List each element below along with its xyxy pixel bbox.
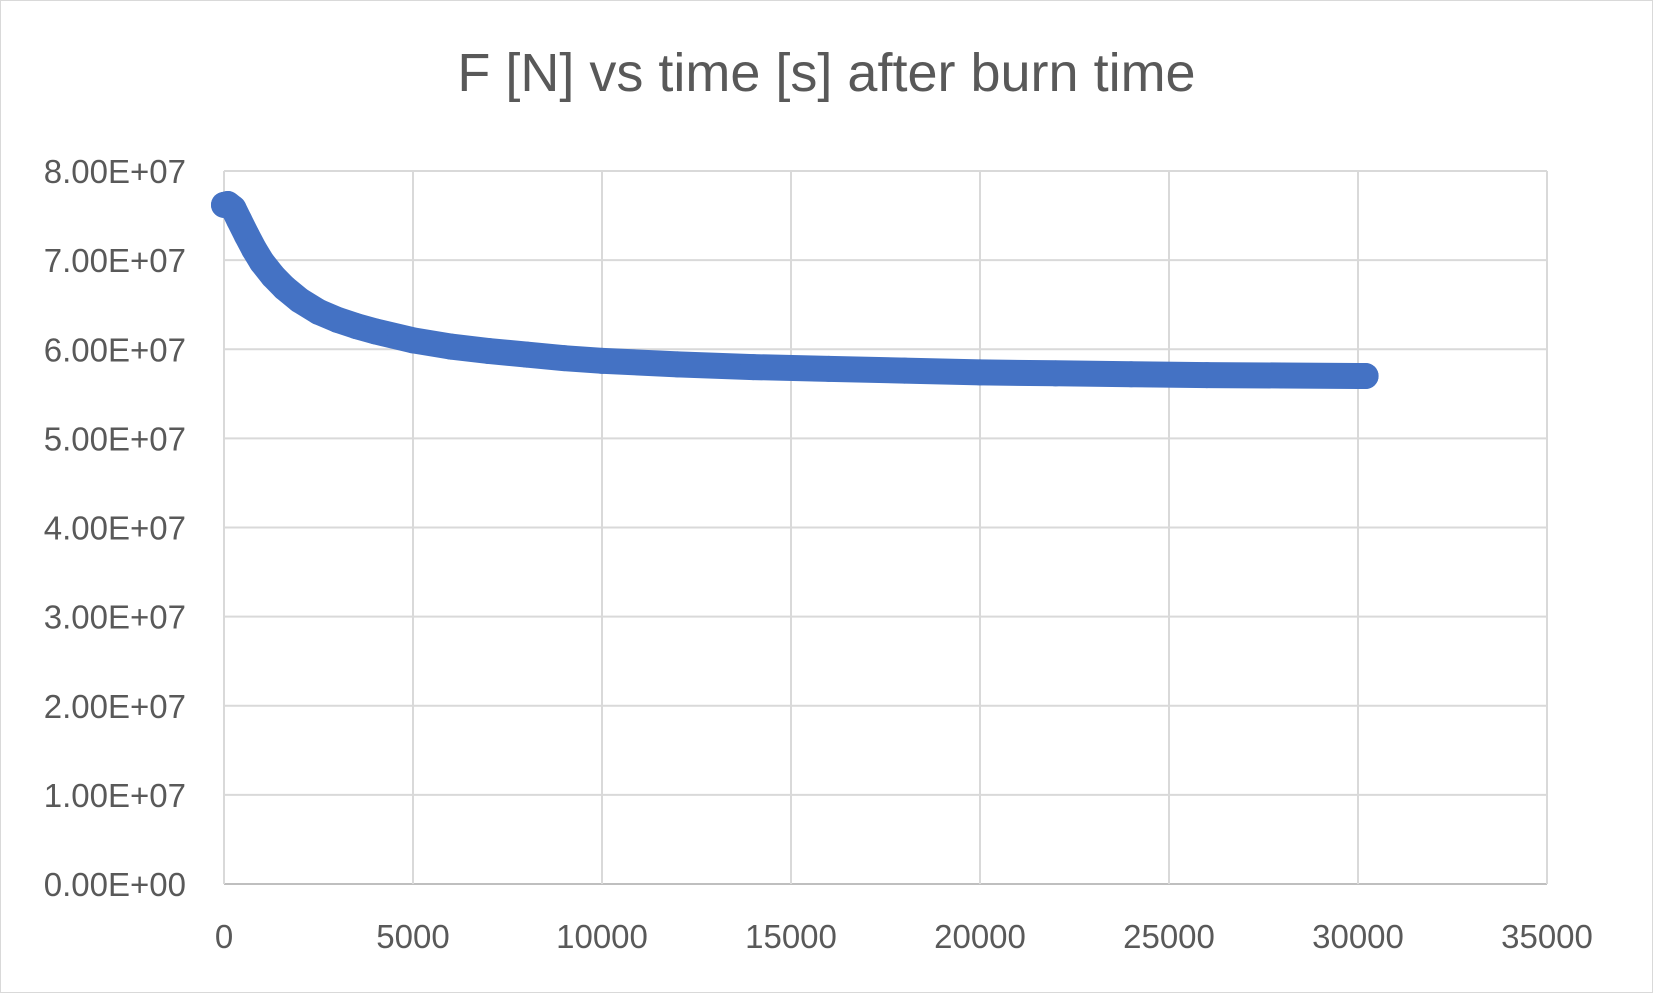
x-tick-label: 10000 [556, 918, 648, 955]
x-tick-label: 30000 [1312, 918, 1404, 955]
data-point [1193, 362, 1220, 389]
data-point [362, 318, 389, 345]
data-point [815, 355, 842, 382]
y-gridlines [224, 170, 1547, 885]
y-tick-label: 8.00E+07 [44, 153, 186, 190]
y-tick-label: 5.00E+07 [44, 420, 186, 457]
x-tick-label: 20000 [934, 918, 1026, 955]
data-point [551, 345, 578, 372]
y-tick-label: 1.00E+07 [44, 777, 186, 814]
chart-title: F [N] vs time [s] after burn time [457, 43, 1196, 103]
data-point [513, 341, 540, 368]
data-point [664, 351, 691, 378]
y-axis-tick-labels: 0.00E+00 1.00E+07 2.00E+07 3.00E+07 4.00E+07… [44, 153, 186, 903]
x-gridlines [223, 171, 1548, 884]
data-point [1352, 362, 1379, 389]
y-tick-label: 6.00E+07 [44, 331, 186, 368]
data-point [589, 347, 615, 374]
y-tick-label: 2.00E+07 [44, 688, 186, 725]
data-point [286, 287, 313, 314]
y-tick-label: 7.00E+07 [44, 242, 186, 279]
data-series [211, 190, 1379, 389]
x-tick-label: 25000 [1123, 918, 1215, 955]
data-point [891, 357, 918, 384]
x-axis-tick-labels: 0 5000 10000 15000 20000 25000 30000 35000 [215, 918, 1593, 955]
y-tick-label: 4.00E+07 [44, 510, 186, 547]
data-point [1269, 362, 1296, 389]
data-point [1042, 360, 1069, 387]
data-point [400, 327, 426, 354]
data-point [1118, 361, 1145, 388]
x-tick-label: 35000 [1501, 918, 1593, 955]
data-point [437, 333, 464, 360]
x-tick-label: 5000 [376, 918, 449, 955]
x-tick-label: 15000 [745, 918, 837, 955]
y-tick-label: 3.00E+07 [44, 599, 186, 636]
data-point [740, 354, 767, 381]
x-tick-label: 0 [215, 918, 233, 955]
data-point [967, 359, 993, 386]
y-tick-label: 0.00E+00 [44, 866, 186, 903]
data-point [475, 338, 502, 365]
